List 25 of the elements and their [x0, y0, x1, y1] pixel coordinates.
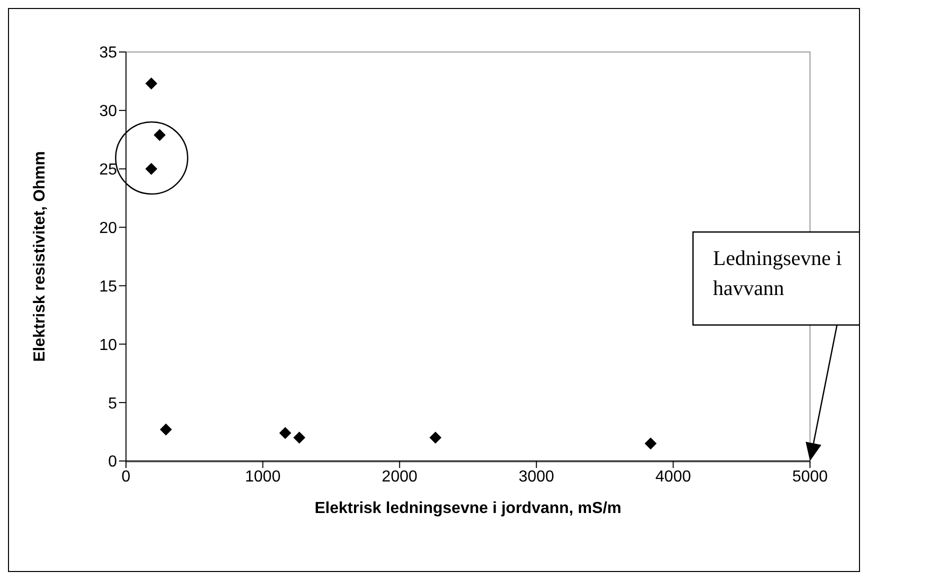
y-tick-label: 0 — [108, 454, 118, 471]
x-tick-label: 3000 — [518, 468, 554, 486]
x-tick-label: 1000 — [245, 468, 281, 486]
x-tick-label: 2000 — [382, 468, 418, 486]
y-tick-label: 20 — [99, 220, 118, 237]
point — [160, 423, 172, 436]
point — [145, 78, 158, 90]
x-tick-label: 4000 — [655, 468, 692, 486]
point — [293, 432, 306, 444]
y-tick-label: 30 — [99, 103, 118, 120]
x-tick-label: 0 — [122, 468, 131, 486]
y-tick-label: 15 — [99, 278, 118, 296]
y-tick-label: 35 — [99, 44, 118, 62]
point — [279, 426, 292, 439]
x-tick-label: 5000 — [792, 468, 828, 486]
y-tick-label: 5 — [108, 395, 118, 412]
point — [154, 128, 166, 141]
annotation: Ledningsevne i havvann — [713, 246, 842, 300]
point — [145, 162, 158, 175]
point — [429, 432, 442, 444]
y-axis-title: Elektrisk resistivitet, Ohmm — [32, 151, 49, 362]
y-tick-label: 25 — [99, 162, 118, 179]
x-axis-title: Elektrisk ledningsevne i jordvann, mS/m — [314, 500, 622, 517]
point — [644, 437, 657, 450]
y-tick-label: 10 — [99, 336, 118, 354]
